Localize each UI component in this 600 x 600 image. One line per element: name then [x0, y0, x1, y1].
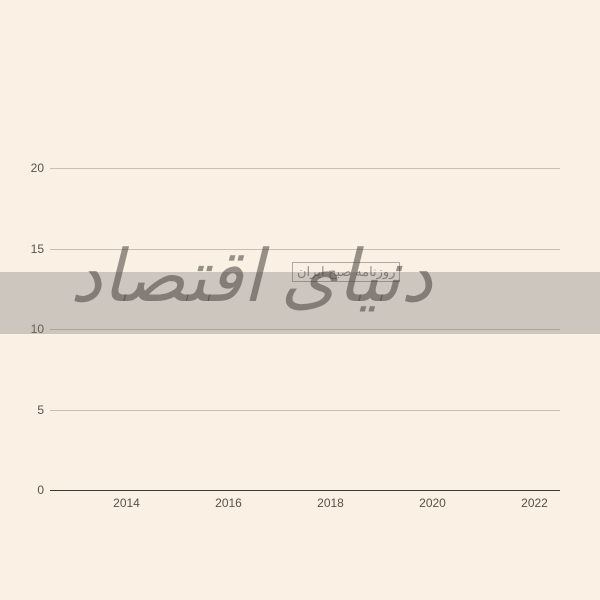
y-tick-label: 5 — [37, 403, 50, 417]
x-tick-label — [152, 496, 203, 510]
bars-container — [50, 120, 560, 490]
x-tick-label — [458, 496, 509, 510]
x-tick-label: 2014 — [101, 496, 152, 510]
y-tick-label: 15 — [31, 242, 50, 256]
x-tick-label: 2016 — [203, 496, 254, 510]
plot-area: 0510152020142016201820202022 — [50, 120, 560, 490]
x-tick-label — [356, 496, 407, 510]
x-labels: 2014 2016 2018 2020 2022 — [50, 490, 560, 510]
chart-canvas: 0510152020142016201820202022 دنیای اقتصا… — [0, 0, 600, 600]
x-tick-label — [50, 496, 101, 510]
x-tick-label: 2022 — [509, 496, 560, 510]
y-tick-label: 0 — [37, 483, 50, 497]
x-tick-label: 2020 — [407, 496, 458, 510]
x-tick-label: 2018 — [305, 496, 356, 510]
y-tick-label: 20 — [31, 161, 50, 175]
y-tick-label: 10 — [31, 322, 50, 336]
x-tick-label — [254, 496, 305, 510]
